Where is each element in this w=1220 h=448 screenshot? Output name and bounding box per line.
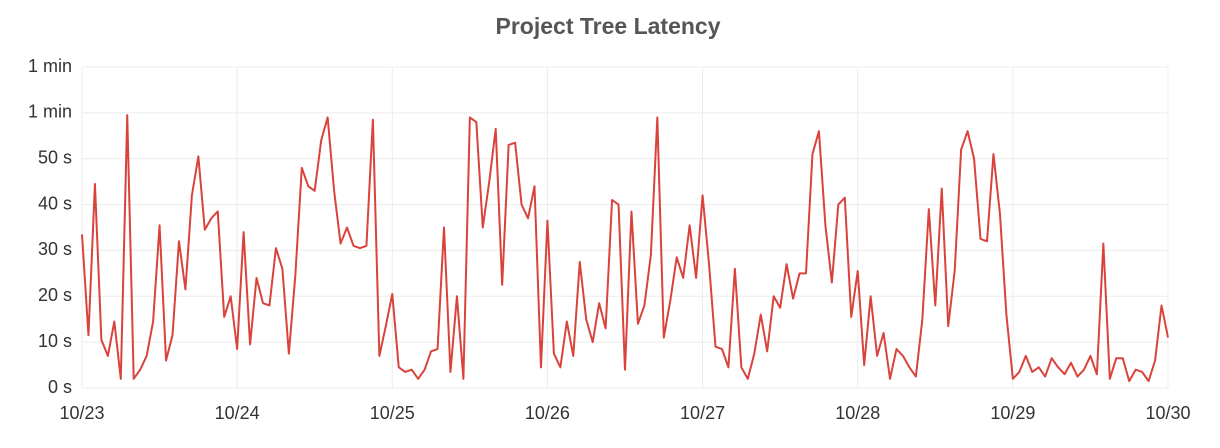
y-tick-label: 1 min [28,102,72,122]
x-tick-label: 10/27 [680,403,725,423]
y-tick-label: 50 s [38,147,72,167]
x-tick-label: 10/29 [990,403,1035,423]
x-tick-label: 10/26 [525,403,570,423]
x-tick-label: 10/25 [370,403,415,423]
x-tick-label: 10/28 [835,403,880,423]
y-tick-label: 10 s [38,331,72,351]
x-tick-label: 10/30 [1145,403,1190,423]
y-tick-label: 20 s [38,285,72,305]
x-tick-label: 10/23 [59,403,104,423]
chart-title: Project Tree Latency [496,13,721,39]
data-line [81,114,1169,383]
y-tick-label: 0 s [48,377,72,397]
y-tick-label: 30 s [38,239,72,259]
x-tick-label: 10/24 [215,403,260,423]
y-tick-label: 40 s [38,193,72,213]
y-tick-label: 1 min [28,56,72,76]
